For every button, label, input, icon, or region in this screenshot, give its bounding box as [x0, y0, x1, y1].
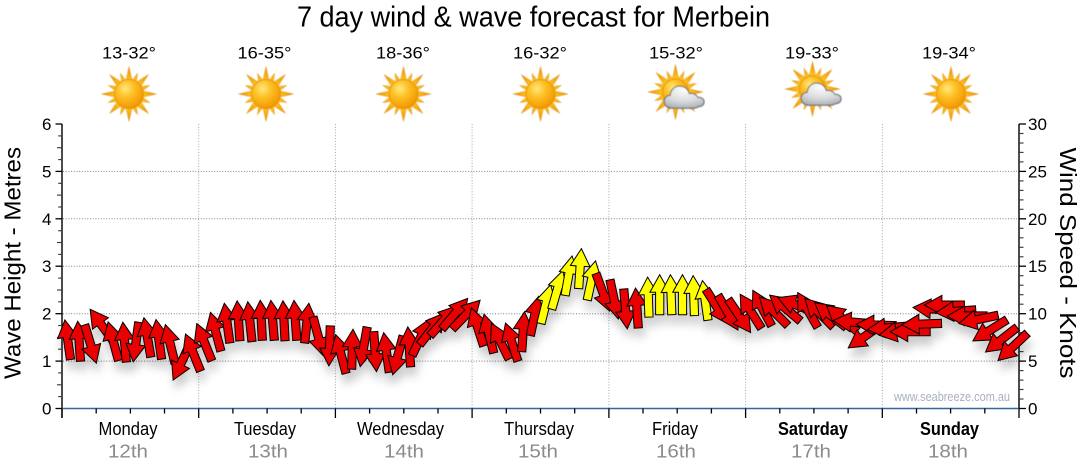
svg-text:15: 15 — [1028, 257, 1047, 276]
svg-text:0: 0 — [42, 400, 51, 419]
svg-text:1: 1 — [42, 352, 51, 371]
svg-text:30: 30 — [1028, 115, 1047, 134]
svg-text:25: 25 — [1028, 162, 1047, 181]
svg-text:16-32°: 16-32° — [513, 45, 567, 63]
svg-text:Friday: Friday — [652, 419, 698, 439]
svg-text:www.seabreeze.com.au: www.seabreeze.com.au — [893, 389, 1010, 404]
svg-text:5: 5 — [1028, 352, 1037, 371]
svg-text:15th: 15th — [518, 442, 558, 462]
svg-text:Sunday: Sunday — [920, 419, 979, 439]
svg-text:Tuesday: Tuesday — [234, 419, 296, 439]
svg-text:13th: 13th — [248, 442, 288, 462]
svg-text:17th: 17th — [791, 442, 831, 462]
svg-text:0: 0 — [1028, 400, 1037, 419]
svg-text:Monday: Monday — [99, 419, 158, 439]
svg-text:16-35°: 16-35° — [238, 45, 292, 63]
svg-text:20: 20 — [1028, 210, 1047, 229]
svg-text:Saturday: Saturday — [778, 419, 848, 439]
svg-text:14th: 14th — [384, 442, 424, 462]
svg-text:19-34°: 19-34° — [922, 45, 976, 63]
svg-text:6: 6 — [42, 115, 51, 134]
svg-text:Wind Speed - Knots: Wind Speed - Knots — [1055, 148, 1080, 379]
svg-text:Wednesday: Wednesday — [357, 419, 444, 439]
svg-text:5: 5 — [42, 162, 51, 181]
svg-text:13-32°: 13-32° — [102, 45, 156, 63]
svg-text:19-33°: 19-33° — [785, 45, 839, 63]
svg-text:18th: 18th — [928, 442, 968, 462]
svg-text:7 day wind & wave forecast for: 7 day wind & wave forecast for Merbein — [297, 2, 770, 34]
svg-text:15-32°: 15-32° — [649, 45, 703, 63]
svg-text:16th: 16th — [656, 442, 696, 462]
svg-text:18-36°: 18-36° — [376, 45, 430, 63]
svg-text:Wave Height - Metres: Wave Height - Metres — [0, 147, 26, 379]
svg-text:Thursday: Thursday — [504, 419, 574, 439]
svg-text:3: 3 — [42, 257, 51, 276]
svg-text:2: 2 — [42, 305, 51, 324]
svg-text:12th: 12th — [108, 442, 148, 462]
svg-text:4: 4 — [42, 210, 51, 229]
svg-text:10: 10 — [1028, 305, 1047, 324]
